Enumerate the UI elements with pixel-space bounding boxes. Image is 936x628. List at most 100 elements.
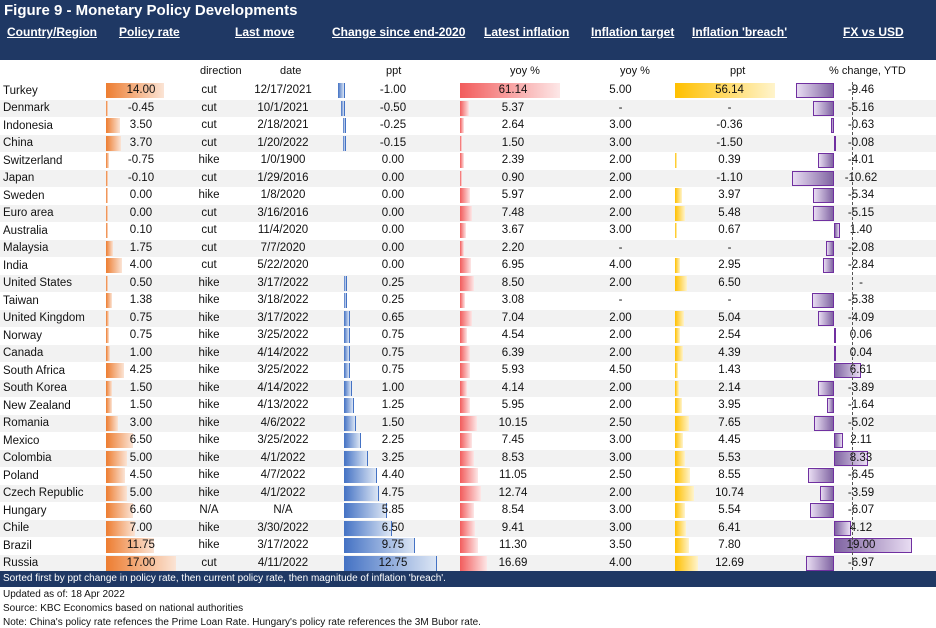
cell-date: 3/17/2022 bbox=[257, 276, 309, 289]
cell-breach: 4.39 bbox=[718, 346, 741, 359]
cell-fx: 19.00 bbox=[846, 539, 876, 551]
cell-infl: 11.30 bbox=[499, 539, 527, 551]
cell-fx: -5.34 bbox=[847, 189, 875, 201]
fx-bar bbox=[819, 485, 834, 501]
cell-rate: 5.00 bbox=[129, 451, 153, 464]
cell-dir: hike bbox=[198, 329, 220, 341]
change-bar bbox=[341, 100, 345, 116]
inflation-bar bbox=[460, 135, 463, 151]
breach-bar bbox=[675, 345, 683, 361]
cell-chg: 1.50 bbox=[381, 416, 405, 429]
breach-bar bbox=[675, 258, 681, 273]
cell-date: 4/14/2022 bbox=[257, 381, 309, 394]
breach-bar bbox=[675, 433, 683, 448]
inflation-bar bbox=[460, 275, 474, 291]
cell-infl: 11.05 bbox=[499, 469, 527, 481]
breach-bar bbox=[675, 520, 687, 536]
fx-bar bbox=[834, 345, 836, 361]
cell-breach: - bbox=[727, 294, 732, 306]
cell-fx: -5.15 bbox=[847, 206, 875, 219]
cell-target: 3.00 bbox=[609, 504, 632, 516]
cell-infl: 6.95 bbox=[501, 259, 525, 271]
cell-fx: -0.08 bbox=[847, 136, 875, 149]
fx-bar bbox=[834, 520, 851, 536]
cell-target: 4.00 bbox=[609, 259, 632, 271]
fx-bar bbox=[822, 258, 834, 273]
cell-rate: 0.75 bbox=[129, 329, 153, 341]
inflation-bar bbox=[460, 450, 474, 466]
cell-date: 5/22/2020 bbox=[257, 259, 309, 271]
cell-chg: 0.25 bbox=[381, 276, 405, 289]
cell-dir: hike bbox=[198, 416, 220, 429]
cell-rate: 1.50 bbox=[129, 399, 153, 411]
fx-bar bbox=[791, 170, 834, 186]
cell-target: 3.00 bbox=[609, 224, 632, 236]
cell-dir: cut bbox=[201, 241, 217, 254]
cell-breach: 5.48 bbox=[718, 206, 741, 219]
cell-date: 4/13/2022 bbox=[257, 399, 309, 411]
policy-rate-bar bbox=[106, 433, 133, 448]
cell-date: 3/30/2022 bbox=[257, 521, 309, 534]
cell-fx: -3.59 bbox=[847, 486, 875, 499]
cell-rate: -0.75 bbox=[127, 154, 155, 166]
fx-bar bbox=[834, 328, 836, 343]
cell-country: Sweden bbox=[3, 189, 45, 202]
cell-date: 4/7/2022 bbox=[260, 469, 306, 481]
fx-bar bbox=[825, 240, 834, 256]
cell-breach: 1.43 bbox=[718, 364, 741, 376]
table-row: India 4.00 cut 5/22/2020 0.00 6.95 4.00 2.95 -2.… bbox=[0, 257, 936, 275]
cell-rate: 6.60 bbox=[129, 504, 153, 516]
cell-target: - bbox=[618, 294, 623, 306]
cell-date: 3/17/2022 bbox=[257, 311, 309, 324]
cell-rate: 0.00 bbox=[129, 189, 153, 201]
cell-target: 2.00 bbox=[609, 154, 632, 166]
fx-bar bbox=[813, 415, 834, 431]
cell-dir: cut bbox=[201, 136, 217, 149]
cell-country: Poland bbox=[3, 469, 39, 482]
fx-bar bbox=[812, 188, 834, 203]
cell-target: 2.00 bbox=[609, 189, 632, 201]
subheader-ppt: ppt bbox=[386, 65, 402, 77]
inflation-bar bbox=[460, 415, 477, 431]
cell-rate: 5.00 bbox=[129, 486, 153, 499]
cell-rate: 3.70 bbox=[129, 136, 153, 149]
cell-date: 10/1/2021 bbox=[257, 101, 309, 114]
cell-rate: 0.75 bbox=[129, 311, 153, 324]
cell-country: Malaysia bbox=[0, 239, 102, 257]
table-row: Denmark -0.45 cut 10/1/2021 -0.50 5.37 - - -5.16 bbox=[0, 99, 936, 117]
cell-dir: hike bbox=[198, 311, 220, 324]
table-row: Norway 0.75 hike 3/25/2022 0.75 4.54 2.00 2.54 0… bbox=[0, 327, 936, 345]
cell-chg: -0.50 bbox=[379, 101, 407, 114]
cell-date: 3/25/2022 bbox=[257, 434, 309, 446]
cell-fx: 0.04 bbox=[849, 346, 873, 359]
cell-target: 2.00 bbox=[609, 276, 632, 289]
policy-rate-bar bbox=[106, 223, 108, 238]
cell-breach: 7.80 bbox=[718, 539, 741, 551]
change-bar bbox=[344, 363, 351, 378]
table-row: Taiwan 1.38 hike 3/18/2022 0.25 3.08 - - -5.38 bbox=[0, 292, 936, 310]
cell-date: N/A bbox=[273, 504, 293, 516]
cell-fx: 6.61 bbox=[849, 364, 873, 376]
cell-breach: 10.74 bbox=[715, 486, 744, 499]
policy-rate-bar bbox=[106, 205, 108, 221]
cell-chg: 0.00 bbox=[381, 241, 405, 254]
inflation-bar bbox=[460, 188, 470, 203]
cell-infl: 8.50 bbox=[501, 276, 525, 289]
cell-chg: -0.15 bbox=[379, 136, 407, 149]
inflation-bar bbox=[460, 555, 488, 571]
cell-rate: 4.25 bbox=[129, 364, 153, 376]
cell-chg: 5.85 bbox=[381, 504, 405, 516]
header-fx: FX vs USD bbox=[843, 25, 904, 39]
table-row: Poland 4.50 hike 4/7/2022 4.40 11.05 2.50 8.55 -… bbox=[0, 467, 936, 485]
cell-country: Switzerland bbox=[3, 154, 63, 167]
table-row: Switzerland -0.75 hike 1/0/1900 0.00 2.39 2.00… bbox=[0, 152, 936, 170]
policy-rate-bar bbox=[106, 310, 110, 326]
cell-fx: 0.06 bbox=[849, 329, 873, 341]
subheader-date: date bbox=[280, 65, 302, 77]
cell-target: 2.00 bbox=[609, 329, 632, 341]
breach-bar bbox=[675, 398, 683, 413]
cell-target: 3.50 bbox=[609, 539, 632, 551]
cell-dir: cut bbox=[201, 259, 217, 271]
cell-chg: 9.75 bbox=[381, 539, 405, 551]
policy-rate-bar bbox=[106, 468, 125, 483]
